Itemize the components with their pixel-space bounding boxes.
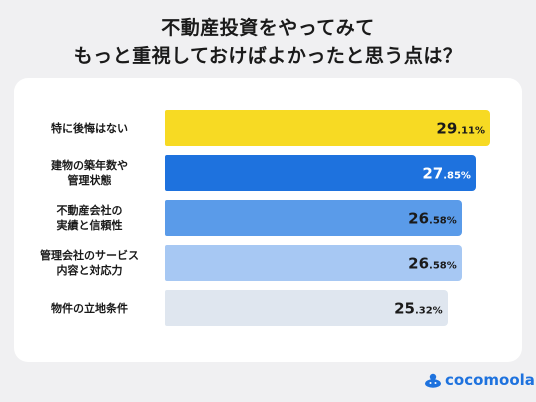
chart-title: 不動産投資をやってみて もっと重視しておけばよかったと思う点は？: [0, 14, 536, 70]
data-label: 29.11%: [436, 119, 485, 138]
data-label-decimal: .58%: [429, 215, 457, 227]
bar: 27.85%: [165, 155, 476, 191]
data-label-integer: 27: [422, 164, 444, 183]
data-label: 25.32%: [394, 299, 443, 318]
brand-logo: cocomoola: [424, 371, 535, 389]
data-label: 27.85%: [422, 164, 471, 183]
bar: 26.58%: [165, 200, 462, 236]
data-label-integer: 26: [408, 254, 430, 273]
category-label: 特に後悔はない: [51, 121, 128, 135]
title-line-2: もっと重視しておけばよかったと思う点は？: [73, 45, 463, 67]
data-label-integer: 25: [394, 299, 415, 318]
category-label: 物件の立地条件: [51, 301, 128, 315]
bar: 29.11%: [165, 110, 490, 146]
cocomoola-icon: [425, 373, 441, 388]
data-label-decimal: .32%: [414, 305, 443, 317]
category-label: 不動産会社の 実績と信頼性: [56, 204, 123, 232]
brand-name: cocomoola: [445, 371, 535, 389]
data-label-decimal: .58%: [429, 260, 457, 272]
data-label-integer: 29: [436, 119, 458, 138]
title-line-1: 不動産投資をやってみて: [161, 17, 375, 39]
chart-card: 特に後悔はない 29.11% 建物の築年数や 管理状態 27.85% 不動産会社の 実績…: [14, 78, 522, 362]
data-label: 26.58%: [408, 209, 457, 228]
bar: 25.32%: [165, 290, 448, 326]
bar: 26.58%: [165, 245, 462, 281]
data-label-decimal: .85%: [443, 170, 471, 182]
data-label-integer: 26: [408, 209, 430, 228]
category-label: 建物の築年数や 管理状態: [51, 159, 128, 187]
category-label: 管理会社のサービス 内容と対応力: [40, 249, 139, 277]
data-label: 26.58%: [408, 254, 457, 273]
data-label-decimal: .11%: [457, 125, 485, 137]
